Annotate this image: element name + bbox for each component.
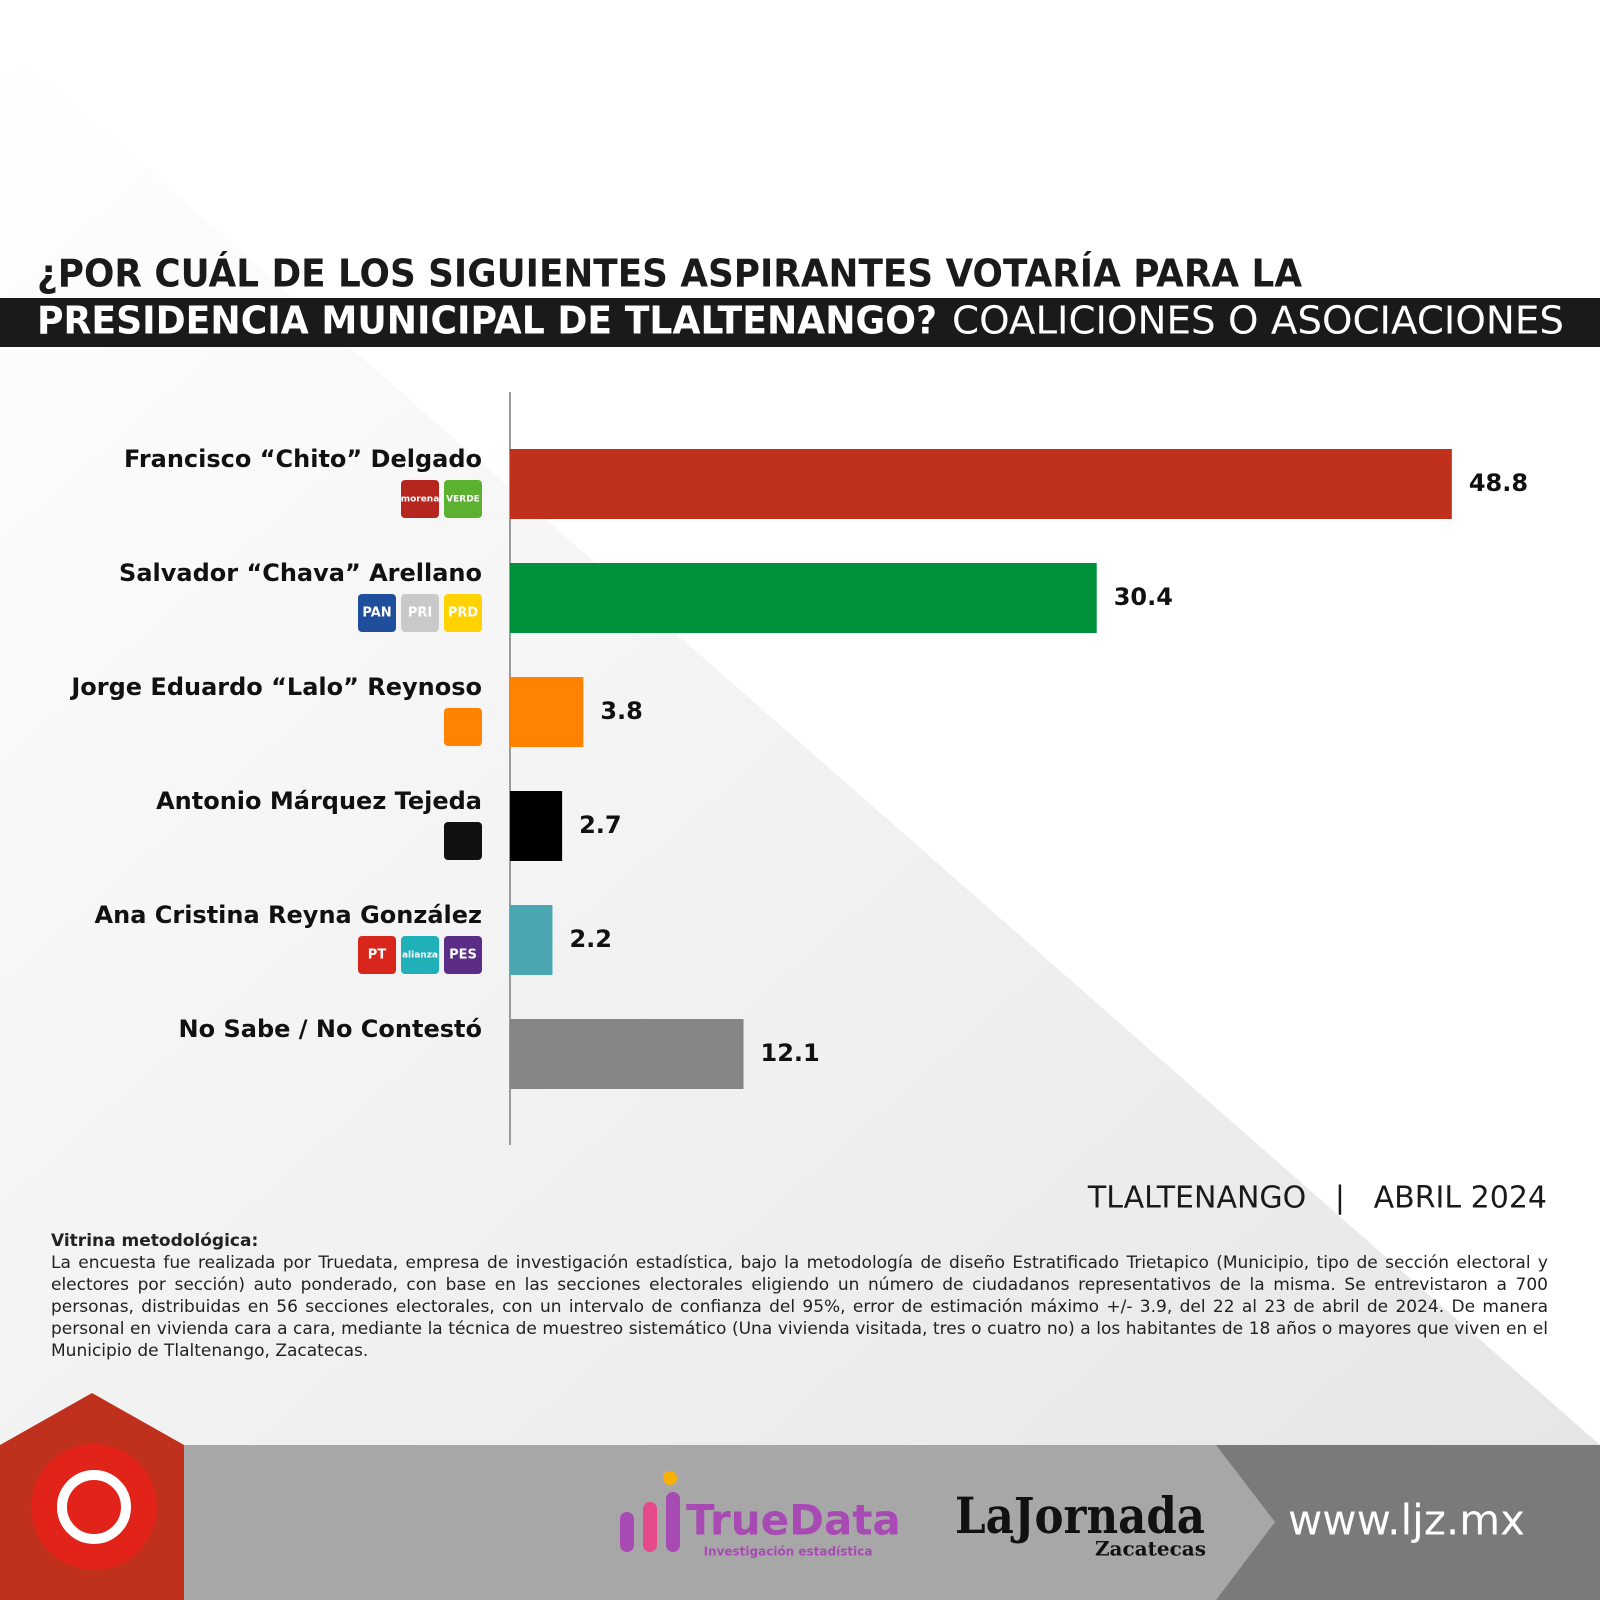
party-logo-label: PRI (408, 606, 432, 621)
bar (510, 449, 1452, 519)
value-label: 3.8 (600, 697, 643, 725)
party-logo (444, 708, 482, 746)
party-logo (401, 480, 439, 518)
value-label: 12.1 (761, 1039, 820, 1067)
footer-arrow (1216, 1445, 1600, 1600)
brand1-sub: Investigación estadística (704, 1545, 873, 1559)
party-logo (401, 594, 439, 632)
bar (510, 905, 553, 975)
icon-bar (620, 1512, 634, 1552)
methodology: Vitrina metodológica: La encuesta fue rea… (51, 1230, 1548, 1362)
value-label: 48.8 (1469, 469, 1528, 497)
logo-sun (57, 1470, 131, 1544)
value-label: 2.7 (579, 811, 622, 839)
party-logo-label: alianza (402, 951, 438, 961)
party-logo-label: PAN (362, 606, 391, 621)
party-logo (401, 936, 439, 974)
party-logo (444, 936, 482, 974)
bar (510, 1019, 744, 1089)
icon-dot (663, 1471, 677, 1485)
category-label: Antonio Márquez Tejeda (156, 787, 482, 815)
bar (510, 563, 1097, 633)
title-line2: PRESIDENCIA MUNICIPAL DE TLALTENANGO? (37, 299, 937, 343)
bar (510, 677, 584, 747)
place-date: TLALTENANGO | ABRIL 2024 (1087, 1181, 1547, 1216)
party-logo-label: VERDE (446, 495, 480, 505)
bar (510, 791, 563, 861)
brand1: TrueData (686, 1496, 901, 1545)
party-logo (358, 936, 396, 974)
title-line1: ¿POR CUÁL DE LOS SIGUIENTES ASPIRANTES V… (37, 252, 1303, 296)
brand2: LaJornada (955, 1486, 1205, 1545)
party-logo-label: PES (449, 948, 477, 963)
logo-circle (31, 1444, 157, 1570)
methodology-title: Vitrina metodológica: (51, 1231, 259, 1251)
category-label: Jorge Eduardo “Lalo” Reynoso (69, 673, 482, 701)
party-logo (444, 480, 482, 518)
truedata-icon (620, 1471, 680, 1552)
party-logo (444, 594, 482, 632)
value-label: 30.4 (1114, 583, 1173, 611)
value-label: 2.2 (569, 925, 612, 953)
category-label: No Sabe / No Contestó (179, 1015, 482, 1043)
category-label: Ana Cristina Reyna González (95, 901, 482, 929)
party-logo-label: PT (368, 948, 387, 963)
icon-bar (666, 1492, 680, 1552)
category-label: Francisco “Chito” Delgado (124, 445, 482, 473)
brand2-sub: Zacatecas (1095, 1537, 1206, 1561)
category-label: Salvador “Chava” Arellano (119, 559, 482, 587)
party-logo-label: morena (401, 495, 440, 505)
party-logo (358, 594, 396, 632)
title-band (0, 298, 1600, 347)
party-logo (444, 822, 482, 860)
background-shape (0, 40, 1600, 1445)
icon-bar (643, 1502, 657, 1552)
title-line2-suffix: COALICIONES O ASOCIACIONES (952, 299, 1564, 343)
url: www.ljz.mx (1288, 1496, 1525, 1545)
party-logo-label: PRD (448, 606, 479, 621)
methodology-text: La encuesta fue realizada por Truedata, … (51, 1253, 1548, 1361)
